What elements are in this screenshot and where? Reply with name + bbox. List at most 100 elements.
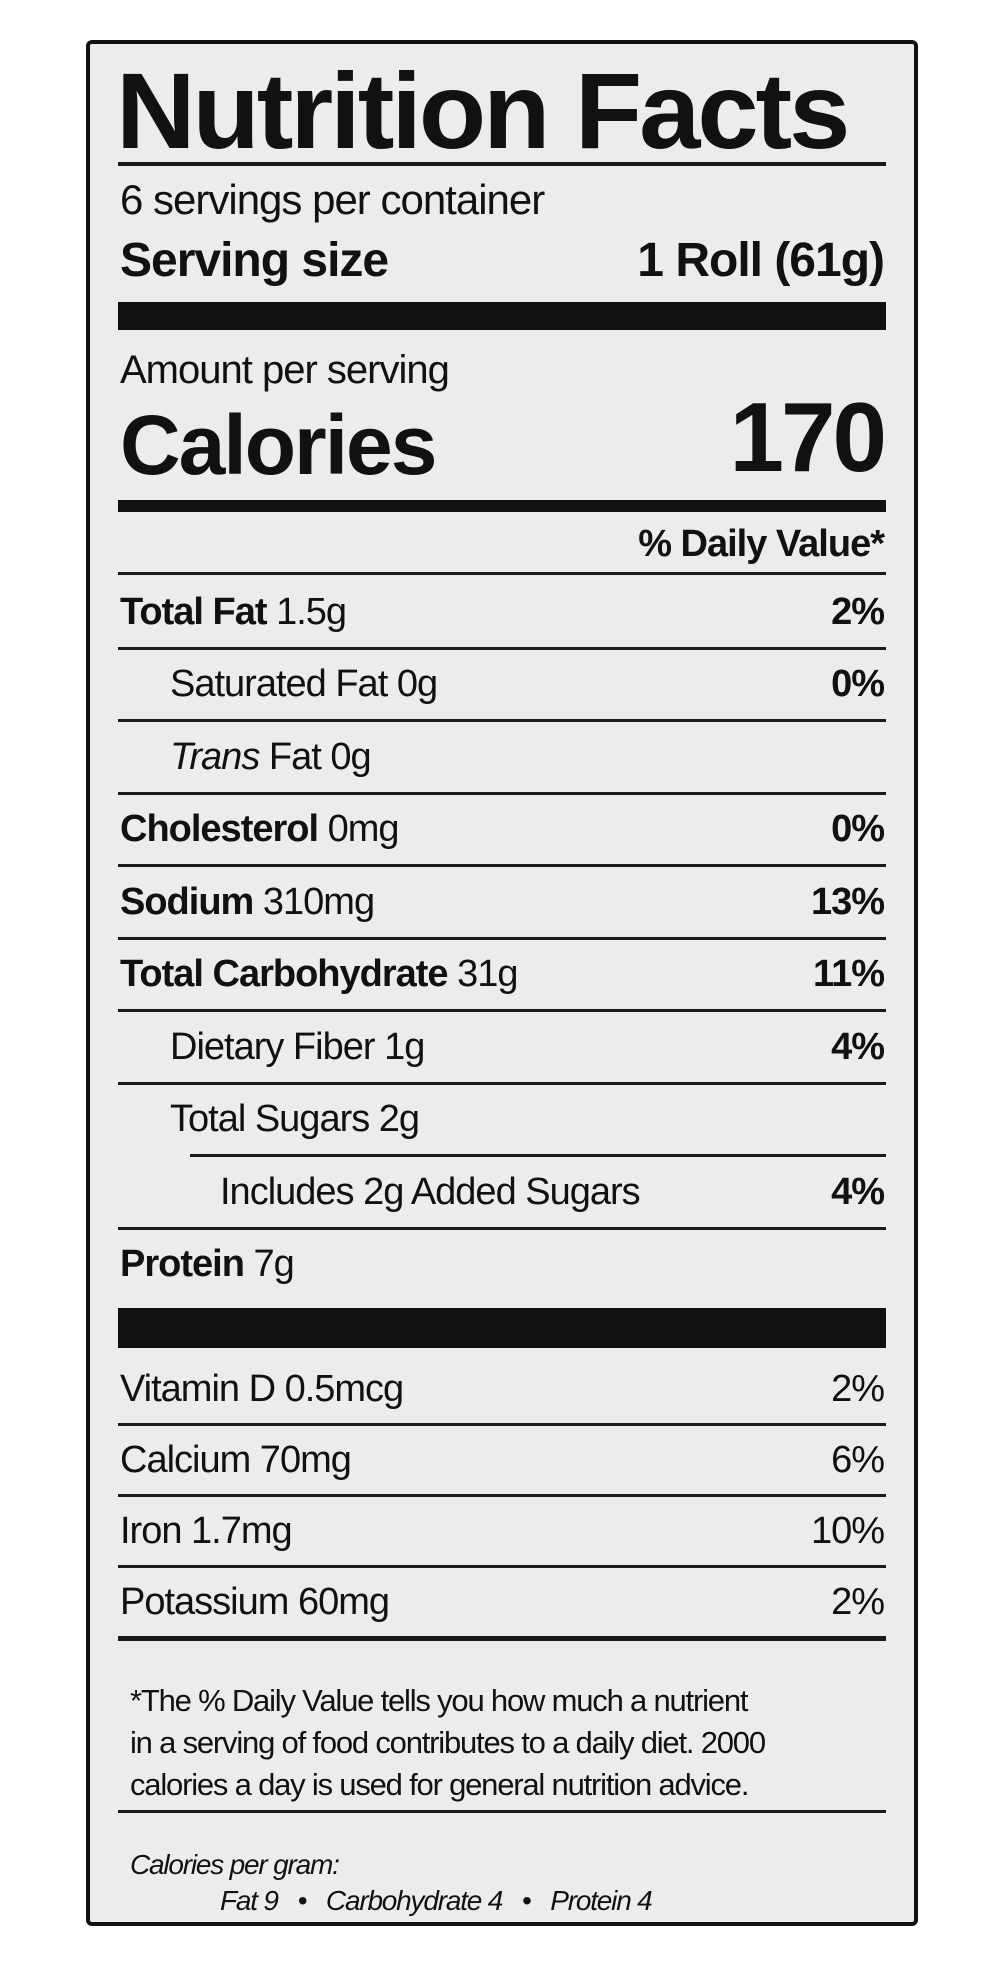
footnote-line: *The % Daily Value tells you how much a … [130, 1683, 748, 1718]
nutrient-row: Protein 7g [120, 1231, 884, 1299]
nutrient-row: Includes 2g Added Sugars 4% [120, 1158, 885, 1226]
nutrient-name: Saturated Fat 0g [120, 663, 438, 706]
nutrient-name: Dietary Fiber 1g [120, 1025, 425, 1069]
nutrient-label: Includes 2g Added Sugars [220, 1170, 641, 1213]
nutrient-name: Includes 2g Added Sugars [120, 1170, 641, 1214]
nutrient-daily-value: 13% [810, 880, 885, 923]
nutrient-amount: 1.5g [276, 590, 347, 633]
vitamin-daily-value: 2% [831, 1367, 885, 1410]
nutrient-row: Sodium 310mg 13% [120, 868, 885, 936]
divider [118, 1565, 886, 1568]
nutrient-label: Protein [120, 1243, 245, 1285]
footnote-line: calories a day is used for general nutri… [130, 1767, 749, 1802]
servings-per-container: 6 servings per container [120, 170, 884, 230]
nutrient-label: Total Sugars [170, 1098, 370, 1140]
nutrient-name: Sodium 310mg [120, 880, 375, 924]
carb-per-gram: Carbohydrate 4 [325, 1885, 503, 1916]
divider [118, 1226, 886, 1230]
nutrient-amount: 310mg [262, 880, 375, 923]
amount-per-serving: Amount per serving [120, 340, 884, 400]
divider [118, 864, 886, 867]
divider [118, 1423, 886, 1426]
nutrient-daily-value: 4% [831, 1170, 885, 1213]
nutrient-row: Total Fat 1.5g 2% [120, 578, 885, 646]
nutrient-row: Cholesterol 0mg 0% [120, 796, 885, 864]
vitamin-name: Calcium 70mg [120, 1438, 352, 1481]
nutrient-amount: 7g [253, 1243, 294, 1285]
serving-size-row: Serving size 1 Roll (61g) [120, 230, 885, 290]
nutrient-daily-value: 0% [831, 808, 885, 850]
nutrient-amount: 0g [330, 735, 371, 778]
nutrient-label: Sodium [120, 880, 254, 923]
vitamin-name: Vitamin D 0.5mcg [120, 1367, 404, 1410]
calories-row: Calories 170 [120, 382, 887, 494]
vitamin-name: Potassium 60mg [120, 1580, 390, 1623]
calories-per-gram-label: Calories per gram: [130, 1849, 340, 1880]
calories-value: 170 [729, 382, 887, 492]
serving-size-value: 1 Roll (61g) [637, 233, 885, 287]
nutrient-daily-value: 0% [831, 663, 885, 705]
nutrient-amount: 31g [457, 953, 518, 995]
divider [190, 1154, 886, 1157]
nutrient-label: Total Fat [120, 590, 268, 633]
daily-value-text: % Daily Value* [638, 522, 885, 565]
nutrient-row: Dietary Fiber 1g 4% [120, 1013, 885, 1081]
footnote: *The % Daily Value tells you how much a … [130, 1680, 884, 1806]
divider [118, 1810, 886, 1813]
nutrient-row: Trans Fat 0g [120, 723, 884, 791]
daily-value-header: % Daily Value* [120, 514, 885, 574]
divider [118, 1494, 886, 1497]
nutrient-name: Protein 7g [120, 1243, 295, 1286]
vitamin-row: Iron 1.7mg 10% [120, 1498, 885, 1564]
nutrient-amount: 2g [378, 1098, 420, 1140]
bullet: • [521, 1885, 532, 1916]
vitamin-row: Potassium 60mg 2% [120, 1569, 885, 1635]
divider [118, 1009, 886, 1012]
bullet: • [297, 1885, 308, 1916]
nutrient-row: Total Sugars 2g [120, 1086, 884, 1154]
divider [118, 936, 886, 940]
divider [118, 572, 886, 575]
nutrient-name: Cholesterol 0mg [120, 808, 400, 851]
amount-per-serving-text: Amount per serving [120, 347, 450, 392]
divider [118, 1636, 886, 1641]
vitamin-daily-value: 10% [810, 1509, 885, 1552]
nutrition-facts-label: Nutrition Facts 6 servings per container… [86, 40, 918, 1926]
divider [118, 719, 886, 722]
nutrient-amount: 0g [396, 663, 438, 705]
nutrient-label: Total Carbohydrate [120, 953, 449, 995]
nutrient-name: Total Fat 1.5g [120, 590, 347, 634]
nutrient-row: Saturated Fat 0g 0% [120, 651, 885, 719]
protein-per-gram: Protein 4 [550, 1885, 652, 1916]
divider [118, 646, 886, 650]
calories-per-gram-values: Fat 9 • Carbohydrate 4 • Protein 4 [220, 1880, 884, 1922]
fat-per-gram: Fat 9 [220, 1885, 279, 1916]
divider [118, 791, 886, 795]
nutrient-label: Saturated Fat [170, 663, 388, 705]
divider [118, 162, 886, 166]
nutrient-label: Trans [170, 735, 260, 778]
nutrient-amount: 1g [384, 1025, 425, 1068]
nutrient-daily-value: 2% [831, 590, 885, 633]
nutrient-name: Total Sugars 2g [120, 1098, 420, 1141]
vitamin-daily-value: 2% [831, 1580, 885, 1623]
vitamin-row: Vitamin D 0.5mcg 2% [120, 1356, 885, 1422]
thick-divider [118, 302, 886, 330]
nutrient-daily-value: 11% [813, 953, 885, 995]
divider [118, 1081, 886, 1085]
label-title: Nutrition Facts [116, 50, 850, 171]
nutrient-name: Trans Fat 0g [120, 735, 372, 779]
footnote-line: in a serving of food contributes to a da… [130, 1725, 766, 1760]
medium-divider [118, 500, 886, 512]
nutrient-name: Total Carbohydrate 31g [120, 953, 519, 996]
nutrient-label: Cholesterol [120, 808, 319, 850]
nutrient-amount: 0mg [327, 808, 400, 850]
vitamin-daily-value: 6% [831, 1438, 885, 1481]
vitamin-name: Iron 1.7mg [120, 1509, 293, 1552]
vitamin-row: Calcium 70mg 6% [120, 1427, 885, 1493]
nutrient-daily-value: 4% [831, 1025, 885, 1068]
thick-divider [118, 1308, 886, 1348]
nutrient-label: Dietary Fiber [170, 1025, 375, 1068]
servings-text: 6 servings per container [120, 176, 545, 223]
serving-size-label: Serving size [120, 233, 389, 287]
